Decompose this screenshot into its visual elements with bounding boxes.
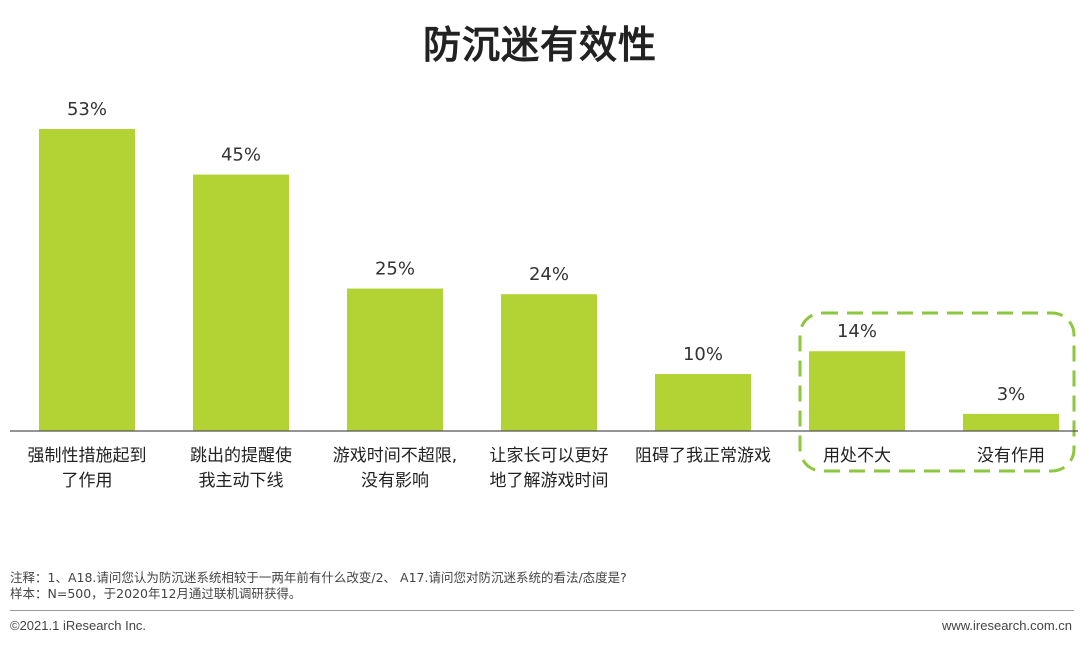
bar — [809, 351, 905, 431]
bar — [347, 288, 443, 431]
value-label: 14% — [837, 321, 877, 342]
category-label: 没有作用 — [977, 446, 1045, 466]
value-label: 53% — [67, 99, 107, 120]
category-label: 让家长可以更好地了解游戏时间 — [490, 446, 609, 491]
bar — [963, 413, 1059, 431]
value-label: 24% — [529, 264, 569, 285]
note-line-2: 样本：N=500，于2020年12月通过联机调研获得。 — [10, 586, 302, 601]
category-label: 跳出的提醒使我主动下线 — [190, 445, 292, 491]
value-label: 3% — [997, 384, 1026, 405]
bar — [193, 174, 289, 431]
value-label: 10% — [683, 344, 723, 365]
copyright-text: ©2021.1 iResearch Inc. — [10, 618, 147, 633]
value-label: 45% — [221, 145, 261, 166]
category-label: 用处不大 — [823, 446, 891, 466]
category-label: 游戏时间不超限,没有影响 — [333, 446, 457, 491]
footer-divider — [10, 610, 1074, 611]
chart-title: 防沉迷有效性 — [422, 23, 657, 67]
value-label: 25% — [375, 259, 415, 280]
category-label: 阻碍了我正常游戏 — [635, 446, 771, 466]
notes: 注释：1、A18.请问您认为防沉迷系统相较于一两年前有什么改变/2、 A17.请… — [10, 570, 627, 602]
note-line-1: 注释：1、A18.请问您认为防沉迷系统相较于一两年前有什么改变/2、 A17.请… — [10, 570, 627, 585]
bar — [39, 129, 135, 431]
bar — [501, 294, 597, 431]
category-label: 强制性措施起到了作用 — [28, 446, 147, 491]
bar — [655, 374, 751, 431]
highlight-box — [798, 311, 1076, 473]
bar-chart: 53% 强制性措施起到了作用 45% 跳出的提醒使我主动下线 25% 游戏时间不超限,没有… — [10, 99, 1078, 491]
website-text: www.iresearch.com.cn — [941, 618, 1072, 633]
